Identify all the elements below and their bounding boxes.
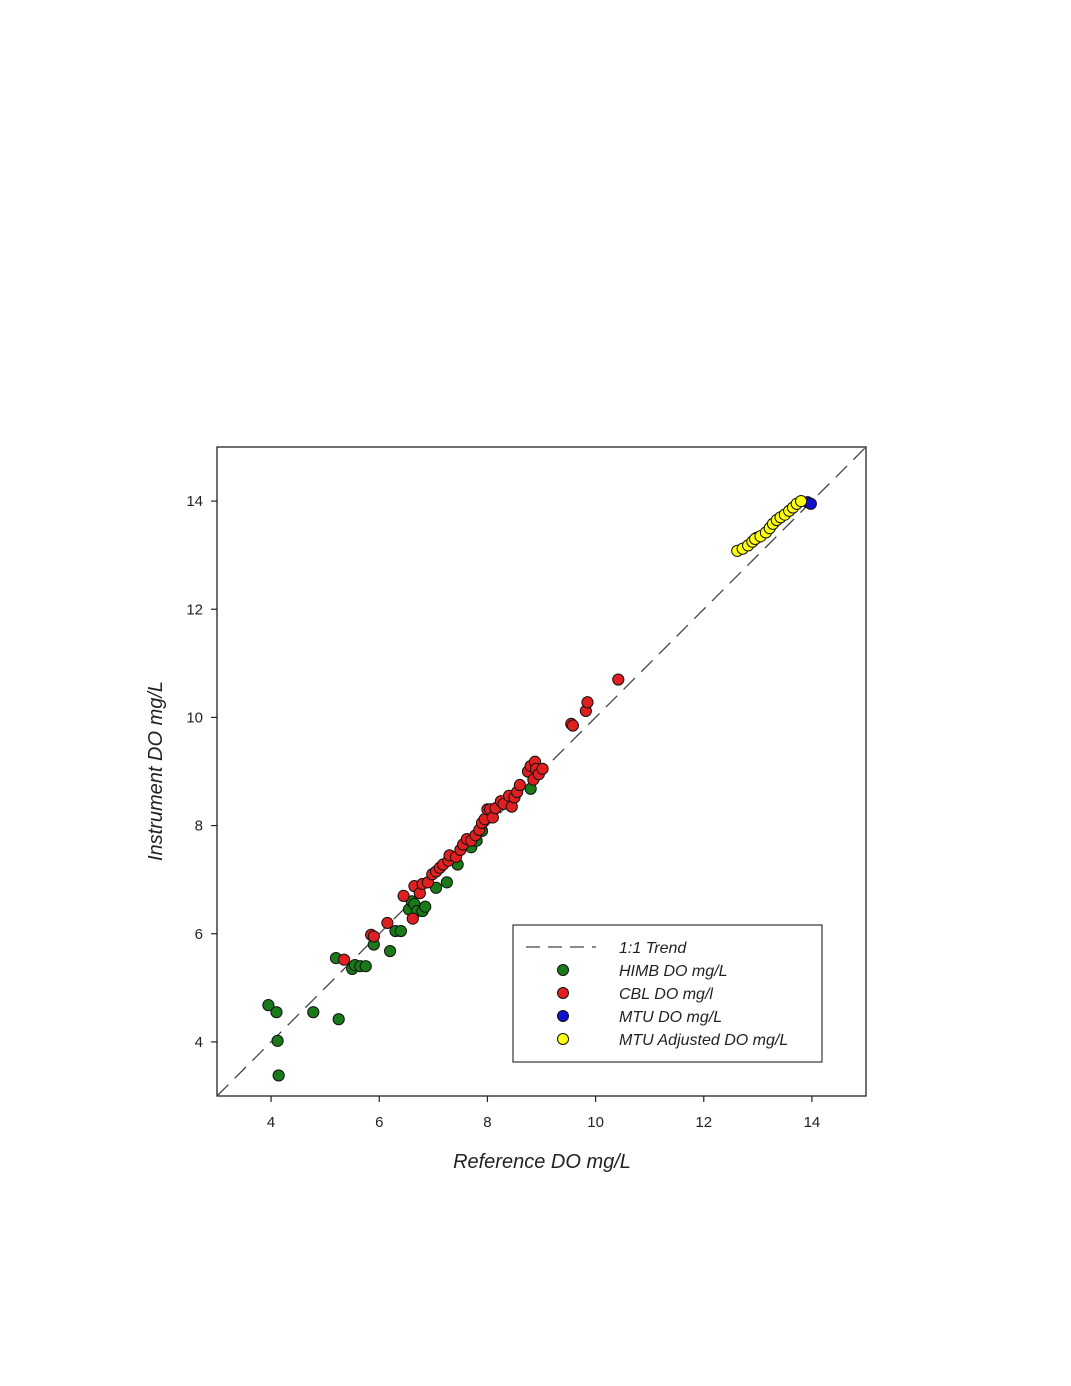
point-himb-do-mg-l-4 bbox=[307, 1006, 320, 1019]
point-cbl-do-mg-l-3 bbox=[381, 916, 394, 930]
x-axis: 4 6 8 10 12 14 bbox=[267, 1096, 820, 1131]
points-layer bbox=[262, 494, 817, 1082]
point-mtu-adjusted-do-mg-l-15 bbox=[795, 494, 808, 508]
y-tick-label-12: 12 bbox=[186, 601, 203, 618]
point-cbl-do-mg-l-4 bbox=[397, 889, 410, 902]
legend-label-mtu: MTU DO mg/L bbox=[619, 1009, 722, 1026]
point-himb-do-mg-l-3 bbox=[272, 1069, 285, 1082]
legend-marker-himb bbox=[557, 964, 569, 976]
point-himb-do-mg-l-2 bbox=[271, 1034, 284, 1047]
legend-marker-mtu bbox=[557, 1010, 569, 1022]
point-cbl-do-mg-l-46 bbox=[581, 696, 594, 709]
x-tick-label-14: 14 bbox=[804, 1114, 821, 1131]
point-himb-do-mg-l-6 bbox=[332, 1013, 345, 1026]
legend-label-mtu-adjusted: MTU Adjusted DO mg/L bbox=[619, 1032, 788, 1049]
legend: 1:1 Trend HIMB DO mg/L CBL DO mg/l MTU D… bbox=[512, 924, 823, 1063]
x-tick-label-6: 6 bbox=[375, 1114, 383, 1131]
legend-label-cbl: CBL DO mg/l bbox=[619, 986, 713, 1003]
point-cbl-do-mg-l-47 bbox=[612, 673, 625, 686]
point-cbl-do-mg-l-5 bbox=[406, 912, 419, 925]
y-tick-label-10: 10 bbox=[186, 709, 203, 726]
point-himb-do-mg-l-1 bbox=[270, 1006, 283, 1019]
point-himb-do-mg-l-14 bbox=[394, 924, 407, 938]
point-cbl-do-mg-l-2 bbox=[367, 930, 380, 943]
point-himb-do-mg-l-10 bbox=[359, 960, 372, 973]
legend-label-trend: 1:1 Trend bbox=[619, 940, 687, 957]
x-tick-label-8: 8 bbox=[483, 1114, 491, 1131]
point-cbl-do-mg-l-44 bbox=[566, 719, 579, 732]
point-cbl-do-mg-l-0 bbox=[337, 953, 351, 966]
x-axis-title: Reference DO mg/L bbox=[453, 1151, 631, 1173]
legend-marker-mtu-adjusted bbox=[557, 1033, 569, 1045]
x-tick-label-12: 12 bbox=[695, 1114, 712, 1131]
legend-label-himb: HIMB DO mg/L bbox=[619, 963, 727, 980]
point-cbl-do-mg-l-42 bbox=[536, 762, 549, 775]
y-tick-label-8: 8 bbox=[195, 818, 203, 835]
y-tick-label-6: 6 bbox=[195, 926, 203, 943]
point-himb-do-mg-l-0 bbox=[262, 999, 275, 1012]
point-cbl-do-mg-l-35 bbox=[513, 778, 526, 792]
plot-frame bbox=[216, 446, 867, 1097]
x-tick-label-10: 10 bbox=[587, 1114, 604, 1131]
point-himb-do-mg-l-20 bbox=[419, 900, 432, 913]
y-tick-label-14: 14 bbox=[186, 493, 203, 510]
legend-marker-cbl bbox=[557, 987, 569, 999]
y-axis-title: Instrument DO mg/L bbox=[145, 681, 167, 861]
y-tick-label-4: 4 bbox=[195, 1034, 203, 1051]
x-tick-label-4: 4 bbox=[267, 1114, 275, 1131]
point-himb-do-mg-l-12 bbox=[383, 944, 397, 958]
point-himb-do-mg-l-22 bbox=[440, 876, 453, 889]
y-axis: 4 6 8 10 12 14 bbox=[186, 493, 217, 1051]
